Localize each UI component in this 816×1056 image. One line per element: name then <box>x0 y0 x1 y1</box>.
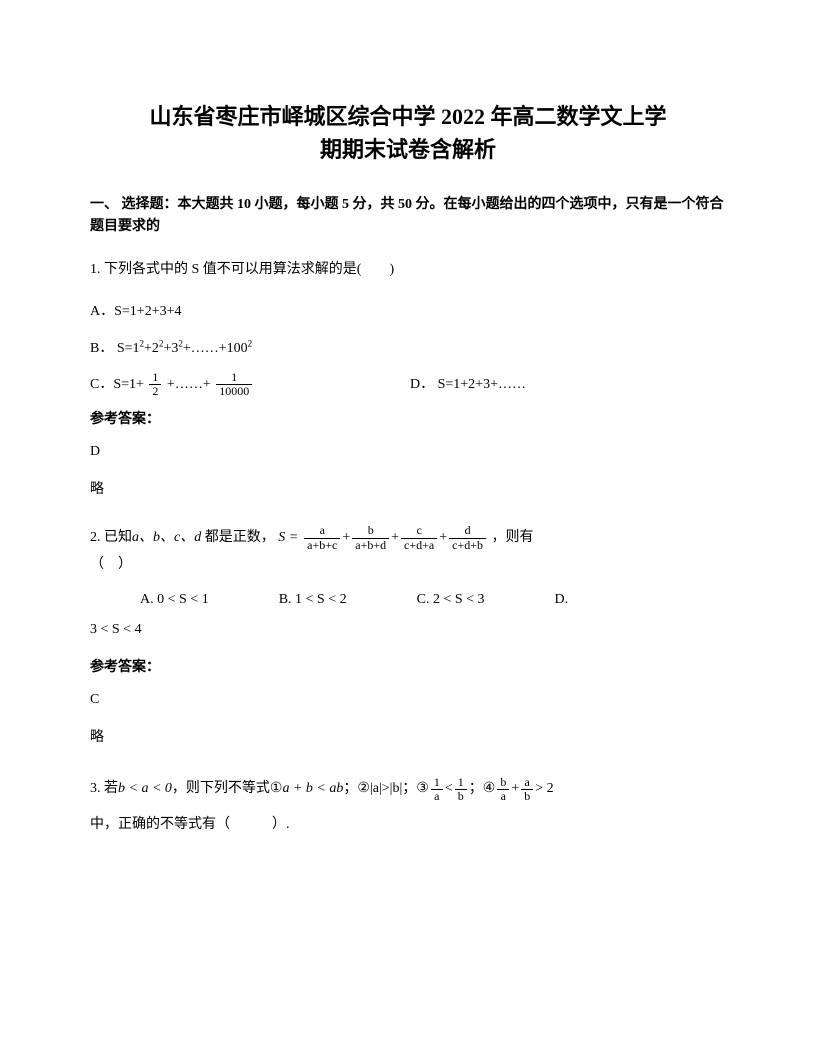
q2-option-d-extra: 3 < S < 4 <box>90 622 726 638</box>
q2-f3n: c <box>401 524 437 538</box>
q3-c1: ① <box>270 772 283 806</box>
q3-i3ln: 1 <box>431 776 443 790</box>
q3-c4: ④ <box>483 772 496 806</box>
q2-option-d: D. <box>555 592 569 608</box>
q3-i42d: b <box>521 790 533 803</box>
q3-mid1: ，则下列不等式 <box>172 772 270 806</box>
q3-i41d: a <box>497 790 509 803</box>
q1-optB-s4: 2 <box>248 339 253 349</box>
q1-optA-prefix: A．S= <box>90 304 130 319</box>
q2-f4d: c+d+b <box>449 539 486 552</box>
q1-optC-f1d: 2 <box>149 385 161 398</box>
q2-f4: dc+d+b <box>449 524 486 551</box>
q2-f2d: a+b+d <box>352 539 389 552</box>
q2-option-a: A. 0 < S < 1 <box>140 592 209 608</box>
q1-optB-t2: +2 <box>144 341 159 356</box>
q2-paren: （ ） <box>90 557 132 572</box>
q2-f1: aa+b+c <box>304 524 340 551</box>
q3-c3: ③ <box>416 772 429 806</box>
q3-line2: 中，正确的不等式有（ ）. <box>90 812 726 839</box>
q2-p2: + <box>391 525 399 552</box>
q3-ineq2-r: |b| <box>390 772 403 806</box>
q2-vars: a、b、c、d <box>132 530 201 545</box>
q2-formula: S = aa+b+c + ba+b+d + cc+d+a + dc+d+b <box>278 524 488 551</box>
q2-f3d: c+d+a <box>401 539 437 552</box>
q2-mid: 都是正数， <box>201 530 275 545</box>
q2-f2n: b <box>352 524 389 538</box>
q1-stem: 1. 下列各式中的 S 值不可以用算法求解的是( ) <box>90 257 726 284</box>
q3-i42n: a <box>521 776 533 790</box>
q3-ineq1: a + b < ab <box>282 772 343 806</box>
q1-optC-f1n: 1 <box>149 371 161 385</box>
q2-option-b: B. 1 < S < 2 <box>279 592 347 608</box>
q3-i3ld: a <box>431 790 443 803</box>
q2-answer: C <box>90 692 726 708</box>
q3-ineq4-l1: ba <box>497 776 509 803</box>
section-header: 一、 选择题：本大题共 10 小题，每小题 5 分，共 50 分。在每小题给出的… <box>90 194 726 239</box>
q1-optC-f2n: 1 <box>216 371 252 385</box>
q3-sep3: ； <box>469 772 483 806</box>
q2-S: S = <box>278 525 298 552</box>
title-line-1: 山东省枣庄市峄城区综合中学 2022 年高二数学文上学 <box>149 104 666 129</box>
q1-note: 略 <box>90 478 726 498</box>
q2-option-c: C. 2 < S < 3 <box>417 592 485 608</box>
title-line-2: 期期末试卷含解析 <box>320 137 496 162</box>
q2-p1: + <box>342 525 350 552</box>
q3-ineq4-op: > 2 <box>535 772 553 806</box>
q3-ineq3-l: 1a <box>431 776 443 803</box>
q3-sep1: ； <box>343 772 357 806</box>
q1-optC-f2d: 10000 <box>216 385 252 398</box>
q3-cond: b < a < 0 <box>118 772 172 806</box>
q1-option-b: B． S=12+22+32+……+1002 <box>90 334 726 365</box>
q3-line1: 3. 若 b < a < 0 ，则下列不等式 ① a + b < ab ； ② … <box>90 772 726 806</box>
q1-option-c: C．S=1+ 12 +……+ 110000 <box>90 371 410 398</box>
q2-stem: 2. 已知a、b、c、d 都是正数， S = aa+b+c + ba+b+d +… <box>90 524 726 578</box>
q3-prefix: 3. 若 <box>90 772 118 806</box>
q3-ineq2-op: > <box>382 772 390 806</box>
q1-optA-expr: 1+2+3+4 <box>130 304 182 319</box>
q2-suffix: ，则有 <box>492 530 534 545</box>
q1-answer-label: 参考答案： <box>90 408 726 428</box>
q3-ineq2-l: |a| <box>370 772 382 806</box>
q3-i3rd: b <box>455 790 467 803</box>
q1-optC-frac2: 110000 <box>216 371 252 398</box>
q3-ineq4-l2: ab <box>521 776 533 803</box>
q3-ineq3-op: < <box>445 772 453 806</box>
q1-optB-prefix: B． S= <box>90 341 133 356</box>
q1-optC-frac1: 12 <box>149 371 161 398</box>
q3-ineq3-r: 1b <box>455 776 467 803</box>
q2-p3: + <box>439 525 447 552</box>
q1-optC-prefix: C．S=1+ <box>90 377 147 392</box>
q2-f2: ba+b+d <box>352 524 389 551</box>
q3-ineq4-plus: + <box>511 772 519 806</box>
q3-i3rn: 1 <box>455 776 467 790</box>
q2-f3: cc+d+a <box>401 524 437 551</box>
q1-answer: D <box>90 444 726 460</box>
q1-optB-t3: +3 <box>163 341 178 356</box>
q3-i41n: b <box>497 776 509 790</box>
q1-optB-t1: 1 <box>133 341 140 356</box>
q3-sep2: ； <box>402 772 416 806</box>
q1-optB-t4: +……+100 <box>183 341 248 356</box>
q2-f4n: d <box>449 524 486 538</box>
q2-options-row: A. 0 < S < 1 B. 1 < S < 2 C. 2 < S < 3 D… <box>90 592 726 608</box>
page-title: 山东省枣庄市峄城区综合中学 2022 年高二数学文上学 期期末试卷含解析 <box>90 100 726 166</box>
q1-optC-mid: +……+ <box>163 377 214 392</box>
q2-prefix: 2. 已知 <box>90 530 132 545</box>
q1-option-d: D． S=1+2+3+…… <box>410 373 526 393</box>
q2-f1n: a <box>304 524 340 538</box>
q1-option-a: A．S=1+2+3+4 <box>90 297 726 328</box>
q2-f1d: a+b+c <box>304 539 340 552</box>
q3-c2: ② <box>357 772 370 806</box>
q1-option-cd-row: C．S=1+ 12 +……+ 110000 D． S=1+2+3+…… <box>90 371 726 398</box>
q2-note: 略 <box>90 726 726 746</box>
q2-answer-label: 参考答案： <box>90 656 726 676</box>
